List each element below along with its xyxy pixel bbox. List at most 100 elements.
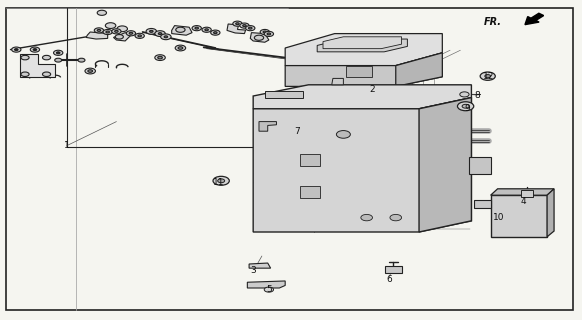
Circle shape: [155, 31, 165, 36]
Circle shape: [214, 32, 217, 34]
Text: 2: 2: [370, 85, 375, 94]
Circle shape: [56, 52, 60, 54]
Text: 3: 3: [250, 266, 256, 275]
Polygon shape: [247, 281, 285, 288]
Circle shape: [361, 214, 372, 221]
Circle shape: [54, 50, 63, 55]
Circle shape: [117, 26, 127, 32]
Circle shape: [158, 56, 162, 59]
Circle shape: [105, 23, 116, 28]
Circle shape: [243, 25, 246, 27]
Circle shape: [236, 23, 239, 25]
Circle shape: [42, 55, 51, 60]
Circle shape: [246, 26, 255, 31]
Circle shape: [178, 47, 183, 49]
Polygon shape: [323, 37, 402, 49]
Circle shape: [155, 55, 165, 60]
Circle shape: [158, 33, 162, 35]
Text: 8: 8: [474, 92, 480, 100]
Circle shape: [254, 35, 264, 40]
Polygon shape: [491, 195, 547, 237]
Circle shape: [480, 72, 495, 80]
Polygon shape: [253, 85, 471, 109]
Circle shape: [146, 28, 157, 34]
Circle shape: [202, 27, 211, 32]
Circle shape: [205, 29, 208, 31]
Circle shape: [78, 58, 85, 62]
Circle shape: [106, 31, 109, 33]
Polygon shape: [419, 98, 471, 232]
Circle shape: [264, 287, 274, 292]
Polygon shape: [396, 53, 442, 86]
Polygon shape: [86, 32, 108, 39]
Circle shape: [390, 214, 402, 221]
Circle shape: [263, 31, 267, 33]
Circle shape: [485, 75, 491, 78]
Polygon shape: [346, 66, 372, 77]
Polygon shape: [259, 122, 276, 131]
Polygon shape: [265, 91, 303, 98]
Circle shape: [138, 35, 141, 37]
Circle shape: [240, 23, 249, 28]
Circle shape: [126, 31, 136, 36]
Circle shape: [94, 28, 104, 33]
Polygon shape: [113, 33, 131, 41]
Circle shape: [213, 176, 229, 185]
Text: 9: 9: [464, 104, 470, 113]
Polygon shape: [285, 34, 442, 66]
Circle shape: [85, 68, 95, 74]
Circle shape: [33, 49, 37, 51]
Circle shape: [211, 30, 220, 35]
Text: FR.: FR.: [484, 17, 502, 28]
Circle shape: [260, 29, 269, 35]
Text: 10: 10: [493, 213, 505, 222]
Circle shape: [264, 31, 274, 36]
Circle shape: [457, 102, 474, 111]
Polygon shape: [300, 186, 320, 198]
Text: 12: 12: [483, 72, 495, 81]
Polygon shape: [385, 266, 402, 273]
Circle shape: [115, 30, 118, 32]
Text: 7: 7: [294, 127, 300, 136]
Circle shape: [176, 27, 185, 32]
Circle shape: [218, 179, 225, 183]
Circle shape: [195, 27, 198, 29]
Polygon shape: [317, 39, 407, 52]
Polygon shape: [474, 200, 491, 208]
Circle shape: [129, 32, 133, 34]
Polygon shape: [250, 33, 269, 42]
FancyArrow shape: [525, 13, 544, 25]
Circle shape: [462, 104, 469, 108]
Polygon shape: [521, 190, 533, 197]
Circle shape: [267, 33, 271, 35]
Polygon shape: [249, 263, 271, 268]
Circle shape: [12, 47, 21, 52]
Polygon shape: [253, 98, 471, 232]
Polygon shape: [491, 189, 554, 195]
Text: 6: 6: [386, 275, 392, 284]
Polygon shape: [547, 189, 554, 237]
Circle shape: [175, 45, 186, 51]
Circle shape: [336, 131, 350, 138]
Circle shape: [21, 72, 29, 76]
Polygon shape: [332, 78, 343, 85]
Circle shape: [249, 27, 252, 29]
Circle shape: [30, 47, 40, 52]
Circle shape: [97, 29, 101, 31]
Polygon shape: [172, 26, 192, 35]
Polygon shape: [469, 157, 491, 174]
Circle shape: [460, 92, 469, 97]
Circle shape: [164, 36, 168, 38]
Circle shape: [115, 35, 123, 39]
Circle shape: [161, 34, 171, 40]
Text: 11: 11: [212, 178, 224, 187]
Circle shape: [150, 30, 153, 32]
Circle shape: [88, 70, 93, 72]
Circle shape: [192, 26, 201, 31]
Polygon shape: [285, 53, 442, 86]
Polygon shape: [20, 54, 55, 77]
Circle shape: [21, 55, 29, 60]
Circle shape: [42, 72, 51, 76]
Polygon shape: [300, 154, 320, 166]
Polygon shape: [227, 24, 246, 34]
